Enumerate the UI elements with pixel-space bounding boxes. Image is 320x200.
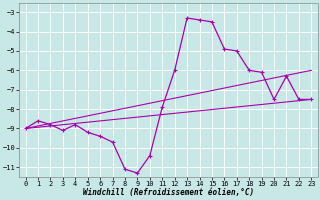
X-axis label: Windchill (Refroidissement éolien,°C): Windchill (Refroidissement éolien,°C) — [83, 188, 254, 197]
